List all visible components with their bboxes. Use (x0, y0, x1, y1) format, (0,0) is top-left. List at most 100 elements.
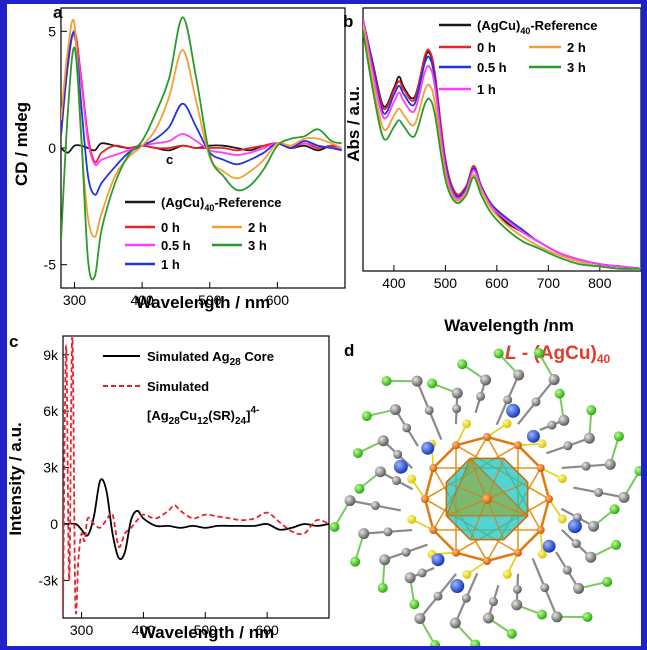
carbon-atom (451, 387, 463, 399)
shell-bond (455, 551, 488, 563)
carbon-atom (604, 458, 616, 470)
carbon-atom (344, 495, 356, 507)
y-tick-label: -3k (39, 572, 59, 588)
carbon-atom (452, 404, 462, 414)
series-line (363, 30, 641, 270)
carbon-atom (379, 554, 391, 566)
copper-atom (506, 403, 521, 418)
x-tick-label: 500 (194, 622, 218, 638)
carbon-atom (449, 617, 461, 629)
chlorine-atom (582, 612, 593, 623)
carbon-atom (392, 476, 402, 486)
panel-a: a CD / mdeg Wavelength / nm c 300 400 500 6… (12, 4, 346, 312)
carbon-atom (404, 572, 416, 584)
chlorine-atom (493, 348, 504, 359)
legend-simulated: Simulated (147, 379, 209, 394)
y-tick-label: 3k (43, 460, 59, 476)
core-bond (469, 498, 488, 540)
chlorine-atom (381, 375, 392, 386)
carbon-atom (411, 375, 423, 387)
carbon-atom (433, 591, 443, 601)
panel-a-series (61, 16, 343, 281)
carbon-atom (551, 611, 563, 623)
carbon-atom (461, 593, 471, 603)
carbon-atom (571, 539, 581, 549)
y-tick-label: 6k (43, 403, 59, 419)
core-bond (486, 498, 505, 540)
carbon-atom (562, 565, 572, 575)
chlorine-atom (536, 609, 547, 620)
panel-c-ticks: 300 400 500 600 -3k 0 3k 6k 9k (39, 347, 279, 638)
silver-atom (536, 464, 545, 472)
silver-atom (545, 495, 553, 503)
legend-entry: (AgCu)40-Reference (161, 195, 282, 213)
carbon-atom (414, 612, 426, 624)
x-tick-label: 600 (485, 275, 509, 291)
legend-entry: 0 h (161, 220, 180, 235)
chlorine-atom (613, 431, 624, 442)
chlorine-atom (329, 522, 340, 533)
copper-atom (421, 441, 435, 455)
x-tick-label: 500 (434, 275, 458, 291)
core-bond (469, 458, 488, 500)
copper-atom (431, 553, 445, 567)
carbon-atom (417, 568, 427, 578)
legend-entry: 2 h (567, 40, 586, 55)
carbon-atom (558, 414, 570, 426)
panel-a-ticks: 300 400 500 600 -5 0 5 (44, 23, 290, 308)
carbon-atom (488, 597, 498, 607)
panel-c-label: c (9, 332, 18, 351)
x-tick-label: 400 (132, 622, 156, 638)
x-tick-label: 600 (255, 622, 279, 638)
carbon-atom (393, 449, 403, 459)
carbon-atom (512, 584, 522, 594)
sulfur-atom (557, 514, 567, 524)
copper-atom (542, 539, 556, 553)
legend-entry: 1 h (477, 82, 496, 97)
figure-canvas: a CD / mdeg Wavelength / nm c 300 400 500 6… (7, 4, 641, 646)
figure: a CD / mdeg Wavelength / nm c 300 400 500 6… (7, 4, 641, 646)
legend-formula: [Ag28Cu12(SR)24]4- (147, 405, 259, 427)
series-line (363, 19, 641, 270)
panel-d-label: d (344, 341, 354, 360)
carbon-atom (476, 391, 486, 401)
carbon-atom (594, 487, 604, 497)
core-bond (486, 481, 528, 500)
carbon-atom (547, 420, 557, 430)
panel-a-xlabel: Wavelength / nm (136, 293, 270, 312)
panel-b-xlabel: Wavelength /nm (444, 316, 574, 335)
copper-atom (526, 429, 540, 443)
copper-atom (567, 519, 582, 534)
sulfur-atom (462, 419, 472, 429)
chlorine-atom (457, 359, 468, 370)
carbon-atom (513, 369, 525, 381)
chlorine-atom (409, 599, 420, 610)
sulfur-atom (407, 474, 417, 484)
series-line (63, 478, 329, 561)
y-tick-label: -5 (44, 257, 57, 273)
carbon-atom (503, 395, 513, 405)
series-line (61, 16, 342, 281)
carbon-atom (374, 466, 386, 478)
chlorine-atom (634, 465, 641, 476)
carbon-atom (573, 582, 585, 594)
x-tick-label: 300 (70, 622, 94, 638)
panel-a-ylabel: CD / mdeg (12, 102, 31, 186)
carbon-atom (401, 547, 411, 557)
shell-bond (486, 551, 519, 563)
legend-entry: 1 h (161, 257, 180, 272)
x-tick-label: 500 (198, 292, 222, 308)
legend-entry: 0.5 h (161, 238, 191, 253)
chlorine-atom (470, 639, 481, 646)
y-tick-label: 0 (50, 516, 58, 532)
shell-bond (455, 435, 488, 447)
x-tick-label: 800 (588, 275, 612, 291)
chlorine-atom (533, 347, 544, 358)
core-bond (486, 458, 505, 500)
carbon-atom (383, 527, 393, 537)
carbon-atom (482, 612, 494, 624)
shell-bond (423, 467, 435, 500)
sulfur-atom (502, 419, 512, 429)
y-tick-label: 5 (48, 23, 56, 39)
carbon-atom (583, 432, 595, 444)
